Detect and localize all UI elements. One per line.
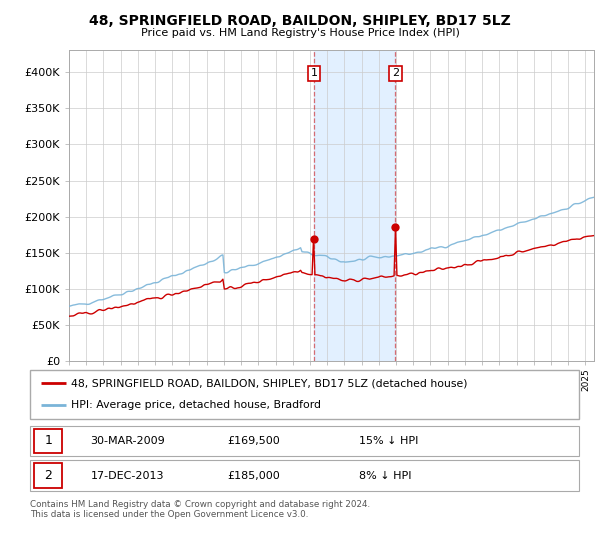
Text: 1: 1 — [311, 68, 317, 78]
Text: 48, SPRINGFIELD ROAD, BAILDON, SHIPLEY, BD17 5LZ (detached house): 48, SPRINGFIELD ROAD, BAILDON, SHIPLEY, … — [71, 379, 467, 389]
Text: 2: 2 — [392, 68, 399, 78]
Text: 8% ↓ HPI: 8% ↓ HPI — [359, 471, 412, 480]
Text: 2: 2 — [44, 469, 52, 482]
Text: Contains HM Land Registry data © Crown copyright and database right 2024.
This d: Contains HM Land Registry data © Crown c… — [30, 500, 370, 519]
Text: 17-DEC-2013: 17-DEC-2013 — [91, 471, 164, 480]
Text: £185,000: £185,000 — [227, 471, 280, 480]
Bar — [34, 464, 62, 488]
Text: 1: 1 — [44, 435, 52, 447]
Text: HPI: Average price, detached house, Bradford: HPI: Average price, detached house, Brad… — [71, 400, 321, 410]
Bar — [34, 429, 62, 454]
Text: £169,500: £169,500 — [227, 436, 280, 446]
Text: 48, SPRINGFIELD ROAD, BAILDON, SHIPLEY, BD17 5LZ: 48, SPRINGFIELD ROAD, BAILDON, SHIPLEY, … — [89, 14, 511, 28]
Text: 30-MAR-2009: 30-MAR-2009 — [91, 436, 165, 446]
Text: 15% ↓ HPI: 15% ↓ HPI — [359, 436, 419, 446]
Text: Price paid vs. HM Land Registry's House Price Index (HPI): Price paid vs. HM Land Registry's House … — [140, 28, 460, 38]
Bar — [314, 50, 395, 361]
